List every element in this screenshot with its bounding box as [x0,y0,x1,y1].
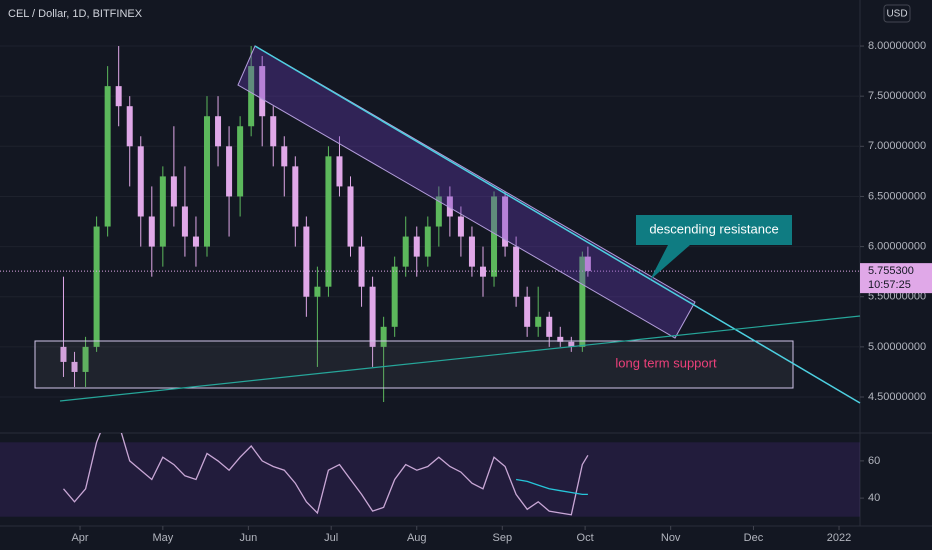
candle-body [435,196,442,227]
candle-body [369,286,376,347]
symbol-title: CEL / Dollar, 1D, BITFINEX [8,8,143,20]
countdown: 10:57:25 [868,279,911,291]
candle-body [502,196,509,247]
x-tick-label: Aug [407,532,427,544]
candle-body [413,236,420,257]
y-tick-label: 5.00000000 [868,341,926,353]
candle-body [226,146,233,197]
candle-body [491,196,498,277]
candle-body [60,346,67,362]
candle-body [137,146,144,217]
candle-body [259,66,266,117]
y-tick-label: 6.50000000 [868,190,926,202]
resistance-line [254,45,861,404]
x-tick-label: Dec [744,532,764,544]
x-tick-label: Apr [71,532,88,544]
candle-body [524,296,531,327]
candle-body [579,256,586,347]
candle-body [115,86,122,107]
support-line [59,315,861,402]
y-tick-label: 6.00000000 [868,240,926,252]
channel [237,45,696,339]
candle-body [468,236,475,267]
candle-body [303,226,310,297]
candle-body [159,176,166,247]
y-tick-label: 60 [868,455,880,467]
candle-body [336,156,343,187]
candle-body [479,266,486,277]
last-price-tag [860,263,932,294]
candle-body [314,286,321,297]
candle-body [402,236,409,267]
y-tick-label: 8.00000000 [868,40,926,52]
y-tick-label: 4.50000000 [868,391,926,403]
candle-body [82,346,89,372]
x-tick-label: Jul [324,532,338,544]
candle-body [215,116,222,147]
candle-body [568,341,575,347]
y-tick-label: 40 [868,492,880,504]
candle-body [126,106,133,147]
candle-body [170,176,177,207]
candle-body [358,246,365,287]
candle-body [281,146,288,167]
candle-body [292,166,299,227]
candle-body [325,156,332,287]
candle-body [446,196,453,217]
candle-body [457,216,464,237]
candle-body [270,116,277,147]
annotation-resistance: descending resistance [649,221,778,236]
candle-body [584,256,591,272]
x-tick-label: Oct [577,532,594,544]
currency-label: USD [886,9,907,20]
osc-line [63,433,589,516]
drawings [34,45,861,404]
candle-body [181,206,188,237]
candle-body [535,316,542,327]
support-box [34,340,794,389]
x-tick-label: Sep [493,532,513,544]
currency-button[interactable] [883,4,911,23]
y-tick-label: 5.50000000 [868,291,926,303]
candle-body [192,236,199,247]
y-tick-label: 7.50000000 [868,90,926,102]
x-tick-label: 2022 [827,532,851,544]
candle-body [71,361,78,372]
candle-body [424,226,431,257]
candle-body [237,126,244,197]
candle-body [513,246,520,297]
candle-body [557,336,564,342]
candle-body [380,326,387,347]
candle-body [248,66,255,127]
osc-band [0,442,860,517]
candle-body [347,186,354,247]
callout-box [636,215,792,280]
candle-body [546,316,553,337]
osc-line [515,478,588,496]
candle-body [203,116,210,247]
candle-body [93,226,100,347]
last-price-label: 5.755300 [868,265,914,277]
x-tick-label: Jun [240,532,258,544]
candle-body [391,266,398,327]
x-tick-label: Nov [661,532,681,544]
candle-body [104,86,111,227]
x-tick-label: May [152,532,173,544]
y-tick-label: 7.00000000 [868,140,926,152]
candle-body [148,216,155,247]
annotation-support: long term support [615,355,717,370]
